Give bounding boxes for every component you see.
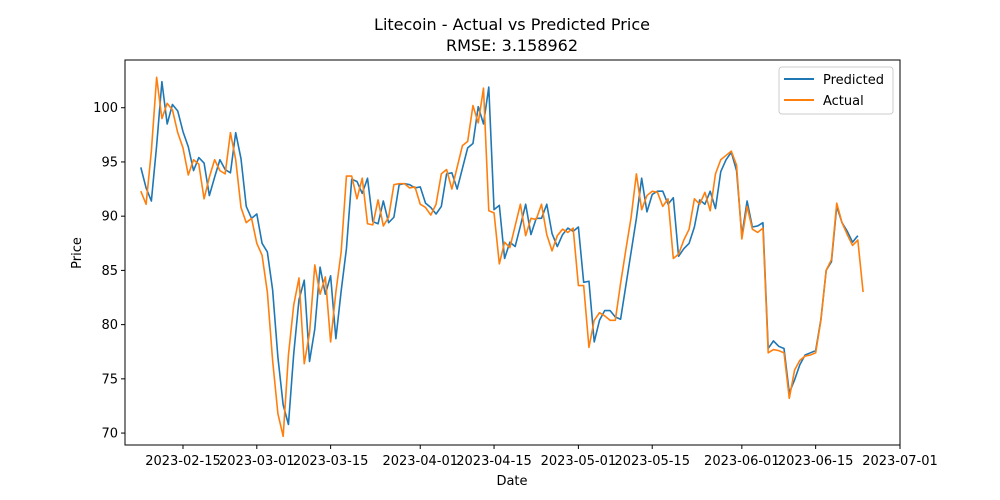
y-axis: 70 75 80 85 90 95 100 — [93, 101, 125, 442]
x-tick-label: 2023-04-01 — [382, 454, 458, 469]
y-tick-label: 75 — [101, 372, 118, 387]
y-tick-label: 80 — [101, 318, 118, 333]
chart-title: Litecoin - Actual vs Predicted Price — [374, 15, 650, 34]
chart-subtitle: RMSE: 3.158962 — [446, 36, 578, 55]
plot-area — [124, 59, 901, 446]
series-line-predicted — [140, 80, 859, 426]
y-tick-label: 70 — [101, 427, 118, 442]
y-axis-label: Price — [70, 237, 85, 269]
x-tick-label: 2023-02-15 — [145, 454, 221, 469]
y-tick-label: 90 — [101, 210, 118, 225]
legend-label-predicted: Predicted — [823, 73, 884, 88]
x-tick-label: 2023-05-01 — [541, 454, 617, 469]
y-tick-label: 85 — [101, 264, 118, 279]
x-tick-label: 2023-07-01 — [862, 454, 938, 469]
plot-frame — [124, 59, 901, 446]
x-tick-label: 2023-06-01 — [704, 454, 780, 469]
y-tick-label: 100 — [93, 101, 118, 116]
legend-label-actual: Actual — [823, 94, 864, 109]
legend: Predicted Actual — [778, 66, 894, 115]
x-tick-label: 2023-03-15 — [293, 454, 369, 469]
series-line-actual — [140, 76, 864, 438]
x-tick-label: 2023-04-15 — [456, 454, 532, 469]
series-layer — [140, 76, 864, 438]
y-tick-label: 95 — [101, 155, 118, 170]
x-tick-label: 2023-05-15 — [614, 454, 690, 469]
x-tick-label: 2023-06-15 — [778, 454, 854, 469]
x-tick-label: 2023-03-01 — [219, 454, 295, 469]
x-axis-label: Date — [496, 474, 527, 489]
